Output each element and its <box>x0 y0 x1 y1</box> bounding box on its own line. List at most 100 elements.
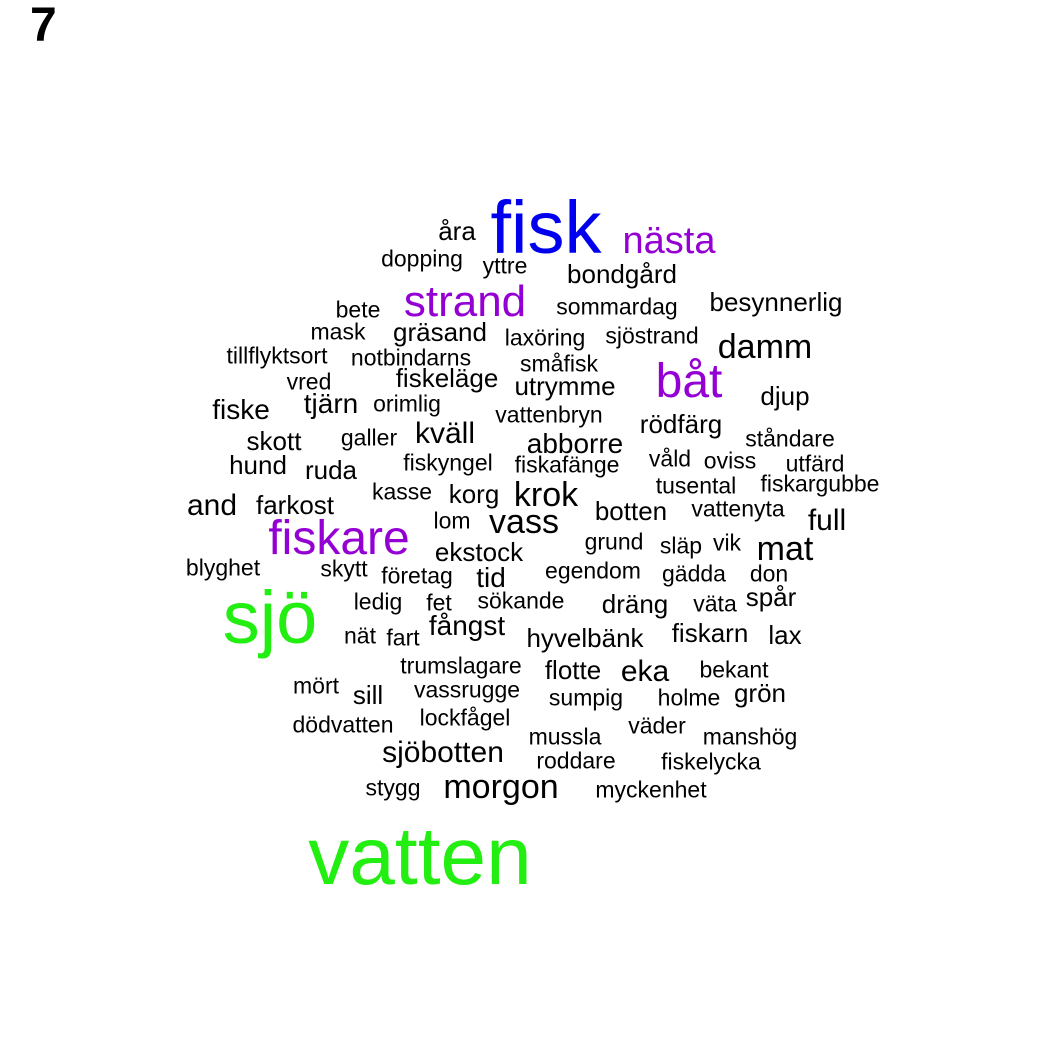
cloud-word: abborre <box>526 428 624 459</box>
cloud-word: vik <box>712 529 742 556</box>
cloud-word: dräng <box>601 589 669 619</box>
cloud-word: fiskarn <box>671 618 749 648</box>
cloud-word: hyvelbänk <box>526 623 644 653</box>
cloud-word: sill <box>352 680 384 710</box>
cloud-word: blyghet <box>185 554 261 581</box>
cloud-word: notbindarns <box>350 344 472 371</box>
cloud-word: vassrugge <box>413 676 521 703</box>
cloud-word: kväll <box>414 417 476 450</box>
cloud-word: sjöstrand <box>605 322 699 349</box>
cloud-word: bondgård <box>567 259 677 289</box>
cloud-word: utrymme <box>514 371 616 401</box>
cloud-word: grön <box>733 678 787 708</box>
cloud-word: sjöbotten <box>382 736 504 769</box>
cloud-word: fångst <box>428 610 506 641</box>
cloud-word: väta <box>693 590 737 617</box>
cloud-word: krok <box>513 476 579 514</box>
cloud-word: korg <box>448 479 500 509</box>
cloud-word: skytt <box>320 555 368 582</box>
cloud-word: företag <box>381 562 453 589</box>
cloud-word: trumslagare <box>400 652 522 679</box>
cloud-word: ståndare <box>745 425 835 452</box>
cloud-word: utfärd <box>785 450 845 477</box>
cloud-word: båt <box>655 355 723 408</box>
cloud-word: gräsand <box>393 317 487 347</box>
cloud-word: fisk <box>490 186 602 269</box>
cloud-word: besynnerlig <box>709 287 843 317</box>
cloud-word: vattenbryn <box>495 401 603 428</box>
cloud-word: tid <box>476 562 506 593</box>
cloud-word: hund <box>229 450 287 480</box>
cloud-word: dödvatten <box>292 711 394 738</box>
cloud-word: dopping <box>381 245 463 272</box>
cloud-word: orimlig <box>373 390 441 417</box>
cloud-word: tusental <box>655 472 737 499</box>
cloud-word: mat <box>756 530 814 568</box>
cloud-word: väder <box>628 712 686 739</box>
cloud-word: oviss <box>703 447 757 474</box>
cloud-word: sökande <box>477 587 565 614</box>
cloud-word: botten <box>594 496 668 526</box>
cloud-word: kasse <box>371 478 433 505</box>
cloud-word: spår <box>745 582 797 612</box>
cloud-word: tjärn <box>303 388 359 419</box>
cloud-word: lax <box>768 620 802 650</box>
cloud-word: skott <box>246 426 302 456</box>
cloud-word: sjö <box>222 576 318 659</box>
cloud-word: sommardag <box>556 293 678 320</box>
cloud-word: ekstock <box>434 537 524 567</box>
cloud-word: djup <box>760 381 810 411</box>
cloud-word: bekant <box>699 656 769 683</box>
cloud-word: småfisk <box>520 350 598 377</box>
cloud-word: nästa <box>622 220 716 262</box>
cloud-word: eka <box>620 655 670 688</box>
cloud-word: myckenhet <box>595 776 707 803</box>
cloud-word: lockfågel <box>419 704 511 731</box>
cloud-word: nät <box>344 622 376 649</box>
cloud-word: sumpig <box>548 684 624 711</box>
cloud-word: manshög <box>702 723 798 750</box>
cloud-word: fiskare <box>268 512 410 565</box>
cloud-word: ruda <box>304 455 358 485</box>
cloud-word: fiskargubbe <box>760 470 880 497</box>
cloud-word: stygg <box>365 774 421 801</box>
cloud-word: vattenyta <box>691 495 785 522</box>
cloud-word: tillflyktsort <box>226 342 328 369</box>
cloud-word: fiskyngel <box>403 449 493 476</box>
cloud-word: strand <box>403 277 527 326</box>
cloud-word: bete <box>335 296 381 323</box>
cloud-word: holme <box>657 684 721 711</box>
cloud-word: fart <box>386 624 420 651</box>
cloud-word: laxöring <box>504 324 586 351</box>
cloud-word: and <box>186 489 238 522</box>
cloud-word: släp <box>659 532 703 559</box>
cloud-word: farkost <box>255 490 335 520</box>
cloud-word: fiskeläge <box>395 363 499 393</box>
cloud-word: don <box>749 560 789 587</box>
cloud-word: flotte <box>544 655 602 685</box>
cloud-word: full <box>807 504 847 537</box>
cloud-word: morgon <box>443 768 559 806</box>
cloud-word: galler <box>340 424 398 451</box>
cloud-word: ledig <box>353 588 403 615</box>
cloud-word: mask <box>310 318 366 345</box>
cloud-word: egendom <box>545 557 641 584</box>
cloud-word: åra <box>438 216 476 246</box>
cloud-word: fet <box>426 589 452 616</box>
cloud-word: fiske <box>212 394 270 425</box>
cloud-word: mört <box>293 672 339 699</box>
cloud-word: damm <box>717 328 813 366</box>
cloud-word: gädda <box>662 560 726 587</box>
cloud-word: fiskelycka <box>661 748 761 775</box>
cloud-word: roddare <box>536 747 616 774</box>
panel-number: 7 <box>30 0 57 52</box>
cloud-word: vatten <box>308 811 532 902</box>
cloud-word: rödfärg <box>639 409 723 439</box>
cloud-word: fiskafänge <box>514 451 620 478</box>
cloud-word: yttre <box>482 252 528 279</box>
cloud-word: mussla <box>528 723 602 750</box>
cloud-word: lom <box>433 507 471 534</box>
cloud-word: vass <box>489 503 559 541</box>
cloud-word: våld <box>648 445 692 472</box>
